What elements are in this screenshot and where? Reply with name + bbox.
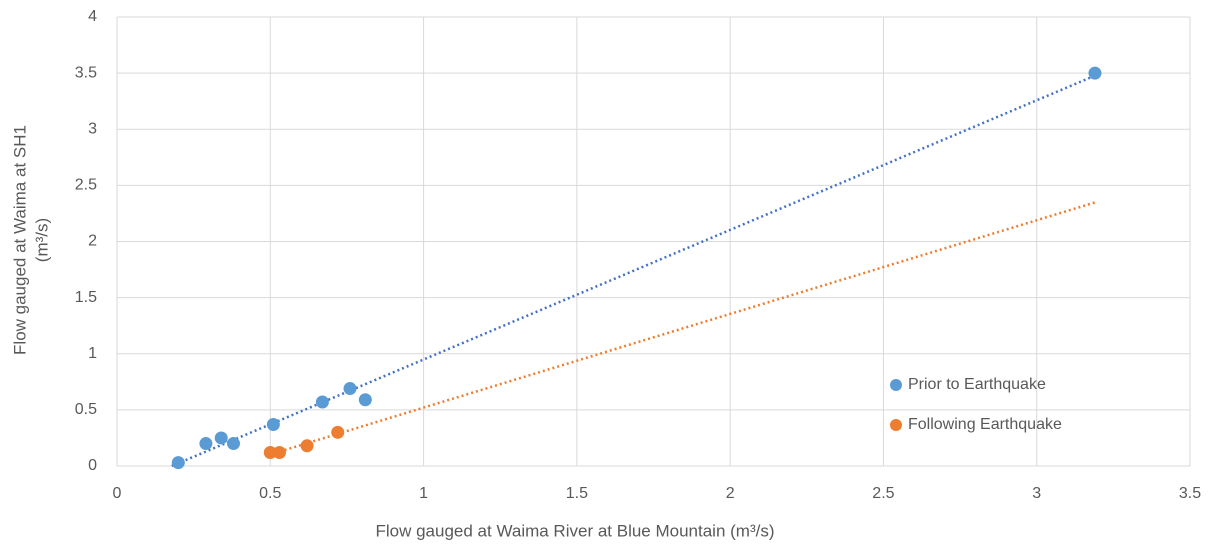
y-tick-label: 1.5 — [75, 289, 97, 306]
x-tick-label: 0.5 — [259, 485, 281, 502]
y-tick-label: 3 — [88, 120, 97, 137]
scatter-point — [358, 393, 372, 407]
y-tick-label: 0 — [88, 457, 97, 474]
y-tick-label: 2.5 — [75, 177, 97, 194]
x-tick-label: 3 — [1032, 485, 1041, 502]
x-tick-label: 0 — [113, 485, 122, 502]
trendline — [171, 74, 1096, 468]
x-tick-label: 1 — [419, 485, 428, 502]
scatter-point — [214, 431, 228, 445]
scatter-point — [266, 417, 280, 431]
x-tick-label: 2 — [726, 485, 735, 502]
y-axis-label: (m³/s) — [32, 218, 51, 262]
scatter-point — [331, 425, 345, 439]
y-tick-label: 0.5 — [75, 401, 97, 418]
y-tick-label: 4 — [88, 8, 97, 25]
x-tick-label: 1.5 — [566, 485, 588, 502]
scatter-point — [263, 446, 277, 460]
scatter-point — [171, 456, 185, 470]
x-axis-label: Flow gauged at Waima River at Blue Mount… — [375, 521, 774, 540]
scatter-point — [1088, 66, 1102, 80]
trendline — [269, 201, 1096, 456]
scatter-point — [226, 437, 240, 451]
legend-label: Following Earthquake — [908, 416, 1062, 433]
scatter-point — [343, 382, 357, 396]
scatter-point — [199, 437, 213, 451]
legend-marker — [890, 419, 902, 431]
y-tick-label: 2 — [88, 233, 97, 250]
legend-label: Prior to Earthquake — [908, 376, 1046, 393]
y-tick-label: 3.5 — [75, 64, 97, 81]
scatter-point — [315, 395, 329, 409]
y-tick-label: 1 — [88, 345, 97, 362]
legend-marker — [890, 379, 902, 391]
x-tick-label: 2.5 — [872, 485, 894, 502]
x-tick-label: 3.5 — [1179, 485, 1201, 502]
scatter-point — [300, 439, 314, 453]
scatter-point — [272, 446, 286, 460]
y-axis-label: Flow gauged at Waima at SH1 — [10, 125, 29, 355]
y-axis-label-group: Flow gauged at Waima at SH1 (m³/s) — [10, 125, 51, 355]
